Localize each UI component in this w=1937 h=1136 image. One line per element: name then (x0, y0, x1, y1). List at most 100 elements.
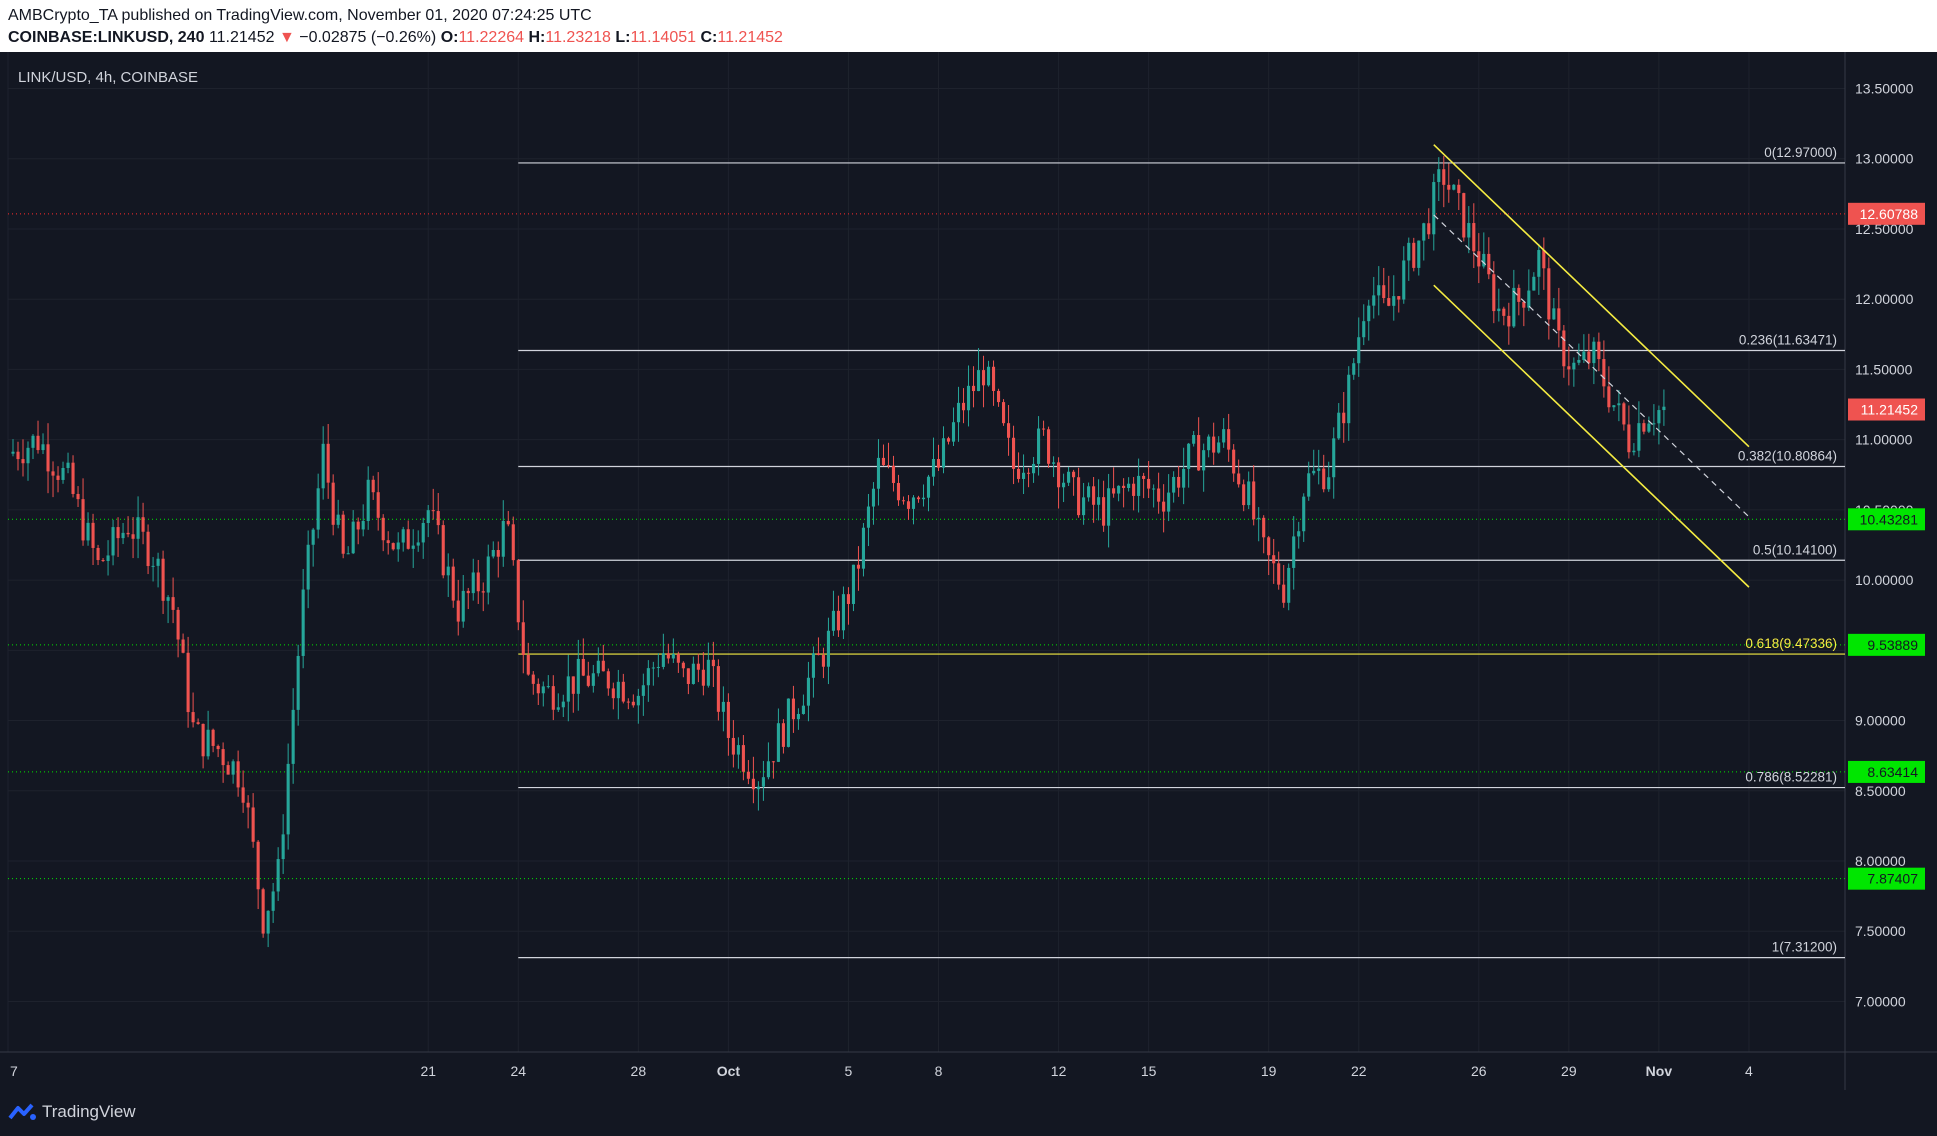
candle-body (1452, 184, 1456, 190)
candle-body (76, 493, 80, 500)
candle-body (481, 591, 485, 593)
candle-body (871, 488, 876, 507)
candle-body (1047, 429, 1051, 464)
candle-body (911, 497, 916, 509)
low-label: L: (615, 29, 631, 46)
candle-body (996, 390, 1001, 403)
candle-body (796, 713, 800, 720)
candle-body (1437, 169, 1441, 183)
candle-body (1477, 251, 1481, 267)
candle-body (561, 701, 565, 708)
candle-body (146, 531, 150, 567)
tradingview-brand[interactable]: TradingView (42, 1102, 136, 1121)
candle-body (1472, 223, 1476, 252)
candle-body (746, 771, 750, 779)
candle-body (1542, 250, 1546, 269)
candle-body (441, 525, 445, 576)
candle-body (596, 660, 600, 674)
candle-body (841, 594, 846, 631)
candle-body (1267, 537, 1271, 556)
support-price-tag-label: 7.87407 (1867, 871, 1918, 887)
candle-body (351, 521, 355, 554)
candle-body (956, 402, 961, 423)
candle-body (281, 834, 285, 860)
candle-body (1087, 486, 1091, 498)
fib-level-label: 1(7.31200) (1772, 940, 1837, 955)
candle-body (1322, 468, 1326, 490)
candle-body (861, 527, 866, 569)
candle-body (36, 435, 40, 451)
candle-body (766, 761, 770, 778)
candle-body (1052, 462, 1056, 464)
candle-body (1662, 406, 1666, 411)
candle-body (236, 761, 240, 788)
candle-body (791, 698, 795, 720)
candle-body (901, 500, 906, 502)
candle-body (616, 681, 620, 699)
candle-body (81, 499, 85, 541)
candle-body (156, 558, 160, 566)
candle-body (1187, 443, 1191, 469)
candle-body (1097, 497, 1101, 505)
candle-body (1567, 366, 1571, 370)
candle-body (286, 763, 290, 835)
candle-body (691, 663, 695, 684)
candle-body (776, 723, 780, 762)
candle-body (1407, 242, 1411, 261)
candle-body (401, 529, 405, 543)
price-chart[interactable]: LINK/USD, 4h, COINBASE 0(12.97000) 0.236(1… (0, 52, 1937, 1090)
candle-body (896, 482, 901, 501)
candle-body (1507, 315, 1511, 327)
candle-body (1572, 362, 1576, 370)
candle-body (246, 802, 250, 808)
price-tick-label: 7.50000 (1855, 923, 1906, 939)
candle-body (686, 668, 690, 684)
candle-body (11, 451, 15, 454)
candle-body (601, 660, 605, 672)
candle-body (261, 889, 265, 934)
candle-body (161, 558, 165, 601)
candle-body (731, 737, 735, 755)
candle-body (1112, 488, 1116, 494)
current-price-tag (1848, 398, 1925, 421)
candle-body (1212, 436, 1216, 453)
candle-body (1617, 403, 1621, 406)
time-tick-label: 8 (935, 1063, 943, 1079)
candle-body (426, 510, 430, 523)
candle-body (196, 722, 200, 724)
candle-body (471, 572, 475, 594)
candle-body (696, 663, 700, 670)
candle-body (1632, 450, 1636, 453)
open-value: 11.22264 (458, 29, 525, 46)
candle-body (1647, 423, 1651, 432)
candle-body (1032, 463, 1036, 474)
candle-body (1367, 305, 1371, 322)
candle-body (141, 517, 145, 532)
time-tick-label: 4 (1745, 1063, 1753, 1079)
candle-body (951, 422, 956, 442)
candle-body (111, 527, 115, 556)
candle-body (646, 668, 650, 686)
candle-body (821, 655, 825, 667)
symbol: COINBASE:LINKUSD, 240 (8, 29, 205, 46)
candle-body (756, 786, 760, 790)
candle-body (656, 666, 660, 668)
candle-body (451, 566, 455, 601)
candle-body (1412, 242, 1416, 268)
tradingview-logo-icon[interactable] (8, 1102, 38, 1122)
time-tick-label: 28 (631, 1063, 647, 1079)
candle-body (706, 659, 710, 686)
candle-body (976, 370, 981, 392)
candle-body (676, 654, 680, 663)
candle-body (46, 444, 50, 472)
candle-body (1242, 484, 1246, 506)
candle-body (711, 659, 715, 667)
candle-body (1517, 287, 1521, 302)
candle-body (1487, 253, 1491, 275)
fib-level-label: 0.382(10.80864) (1738, 449, 1837, 464)
candle-body (1227, 429, 1231, 450)
candle-body (1162, 501, 1166, 512)
candle-body (1357, 337, 1361, 364)
candle-body (446, 566, 450, 576)
candle-body (826, 630, 830, 667)
